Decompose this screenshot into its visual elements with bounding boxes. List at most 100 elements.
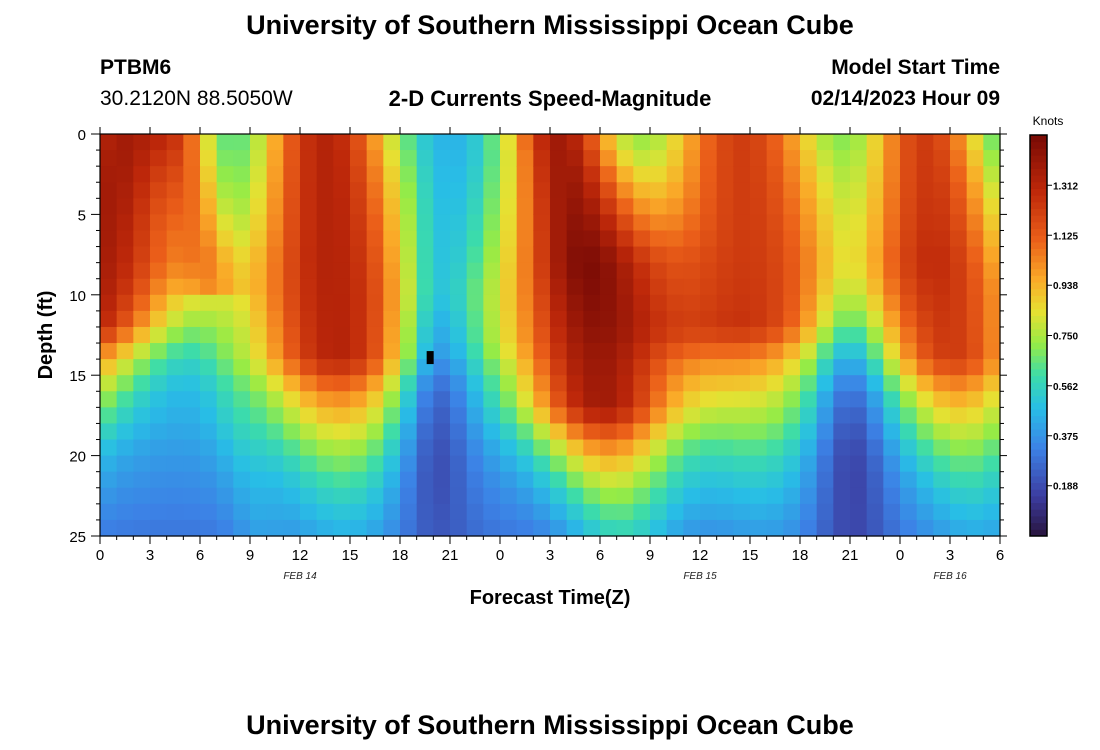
heatmap-cell — [100, 375, 118, 392]
heatmap-cell — [316, 439, 334, 457]
heatmap-cell — [966, 230, 984, 248]
heatmap-cell — [300, 262, 318, 280]
heatmap-cell — [766, 262, 784, 280]
heatmap-cell — [483, 134, 501, 151]
heatmap-cell — [866, 471, 884, 489]
heatmap-cell — [700, 519, 718, 537]
heatmap-cell — [433, 343, 451, 360]
heatmap-cell — [700, 166, 718, 183]
heatmap-cell — [250, 166, 268, 183]
heatmap-cell — [366, 455, 384, 473]
heatmap-cell — [116, 423, 134, 441]
heatmap-cell — [900, 359, 918, 376]
heatmap-cell — [383, 439, 401, 457]
heatmap-cell — [933, 198, 951, 215]
heatmap-cell — [716, 278, 734, 296]
heatmap-cell — [233, 375, 251, 392]
heatmap-cell — [233, 134, 251, 151]
heatmap-cell — [983, 134, 1001, 151]
heatmap-cell — [850, 134, 868, 151]
heatmap-cell — [950, 166, 968, 183]
heatmap-cell — [516, 471, 534, 489]
heatmap-cell — [750, 294, 768, 312]
heatmap-cell — [250, 519, 268, 537]
heatmap-cell — [433, 262, 451, 280]
heatmap-cell — [716, 294, 734, 312]
heatmap-cell — [116, 150, 134, 167]
colorbar-segment — [1030, 455, 1047, 463]
heatmap-cell — [483, 375, 501, 392]
heatmap-cell — [850, 359, 868, 376]
heatmap-cell — [733, 423, 751, 441]
heatmap-cell — [250, 391, 268, 408]
heatmap-cell — [316, 455, 334, 473]
heatmap-cell — [700, 359, 718, 376]
heatmap-cell — [533, 278, 551, 296]
heatmap-cell — [250, 375, 268, 392]
heatmap-cell — [933, 246, 951, 264]
heatmap-cell — [950, 455, 968, 473]
heatmap-cell — [216, 326, 234, 344]
heatmap-cell — [483, 166, 501, 183]
heatmap-cell — [400, 439, 418, 457]
heatmap-cell — [183, 326, 201, 344]
heatmap-cell — [800, 294, 818, 312]
heatmap-cell — [316, 503, 334, 521]
heatmap-cell — [966, 134, 984, 151]
heatmap-cell — [733, 503, 751, 521]
heatmap-cell — [616, 182, 634, 199]
heatmap-cell — [166, 391, 184, 408]
heatmap-cell — [333, 198, 351, 215]
heatmap-cell — [650, 519, 668, 537]
colorbar-segment — [1030, 388, 1047, 397]
heatmap-cell — [116, 407, 134, 425]
heatmap-cell — [116, 519, 134, 537]
heatmap-cell — [566, 359, 584, 376]
heatmap-cell — [766, 503, 784, 521]
heatmap-cell — [566, 439, 584, 457]
heatmap-cell — [200, 198, 218, 215]
heatmap-cell — [750, 359, 768, 376]
heatmap-cell — [383, 326, 401, 344]
page-title: University of Southern Mississippi Ocean… — [246, 10, 854, 40]
heatmap-cell — [800, 230, 818, 248]
heatmap-cell — [900, 326, 918, 344]
heatmap-cell — [916, 343, 934, 360]
heatmap-cell — [950, 310, 968, 328]
heatmap-cell — [166, 310, 184, 328]
heatmap-chart: 0 3 6 9 12 15 18 21 0 3 6 9 12 15 18 21 0 3 6 FEB 14 FEB 15 F… — [35, 114, 1078, 609]
heatmap-cell — [133, 503, 151, 521]
x-tick-label: 18 — [792, 547, 809, 564]
heatmap-cell — [483, 359, 501, 376]
heatmap-cell — [766, 423, 784, 441]
heatmap-cell — [933, 166, 951, 183]
heatmap-cell — [216, 198, 234, 215]
heatmap-cell — [350, 423, 368, 441]
heatmap-cell — [150, 359, 168, 376]
heatmap-cell — [966, 198, 984, 215]
heatmap-cell — [316, 310, 334, 328]
heatmap-cell — [233, 294, 251, 312]
heatmap-cell — [500, 214, 518, 232]
heatmap-cell — [300, 278, 318, 296]
heatmap-cell — [100, 503, 118, 521]
heatmap-cell — [716, 262, 734, 280]
heatmap-cell — [616, 310, 634, 328]
heatmap-cell — [233, 278, 251, 296]
heatmap-cell — [183, 375, 201, 392]
heatmap-cell — [783, 150, 801, 167]
heatmap-cell — [166, 407, 184, 425]
colorbar-segment — [1030, 248, 1047, 256]
heatmap-cell — [716, 182, 734, 199]
heatmap-cell — [116, 487, 134, 505]
heatmap-cell — [566, 198, 584, 215]
heatmap-cell — [400, 359, 418, 376]
heatmap-cell — [450, 246, 468, 264]
heatmap-cell — [883, 214, 901, 232]
heatmap-cell — [300, 294, 318, 312]
heatmap-cell — [850, 182, 868, 199]
heatmap-cell — [100, 326, 118, 344]
heatmap-cell — [500, 343, 518, 360]
heatmap-cell — [550, 278, 568, 296]
heatmap-cell — [116, 343, 134, 360]
